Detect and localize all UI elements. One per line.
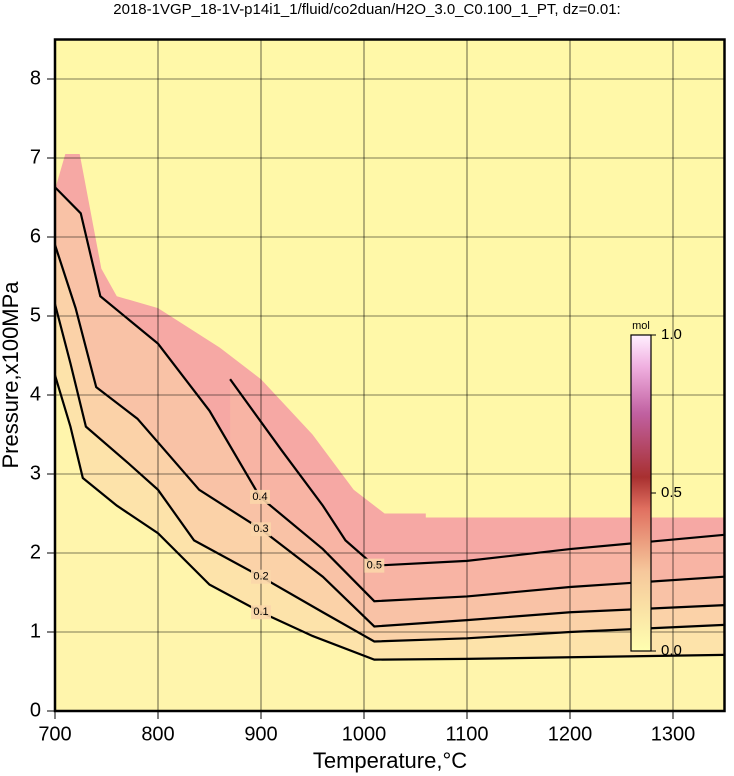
x-tick-label: 900 <box>244 723 277 745</box>
contour-band <box>55 375 725 711</box>
x-tick-label: 1000 <box>342 723 387 745</box>
contour-label-bg <box>251 522 271 537</box>
y-tick-label: 3 <box>30 462 41 484</box>
y-tick-label: 0 <box>30 699 41 721</box>
colorbar-label: mol <box>632 320 650 332</box>
contour-label-bg <box>364 558 385 573</box>
y-tick-label: 2 <box>30 541 41 563</box>
x-axis-label: Temperature,°C <box>313 748 467 773</box>
contour-label-bg <box>249 489 270 504</box>
y-tick-label: 4 <box>30 383 41 405</box>
colorbar <box>630 334 652 652</box>
chart-title: 2018-1VGP_18-1V-p14i1_1/fluid/co2duan/H2… <box>113 1 620 18</box>
contour-label: 0.5 <box>367 560 382 572</box>
contour-label-bg <box>251 569 271 584</box>
contour-line <box>55 303 725 643</box>
plot-frame <box>53 38 726 713</box>
x-tick-label: 1300 <box>651 723 696 745</box>
y-tick-label: 5 <box>30 304 41 326</box>
contour-label: 0.3 <box>253 523 268 535</box>
contour-line <box>55 374 725 661</box>
contour-line <box>229 378 725 567</box>
x-tick-label: 1200 <box>548 723 593 745</box>
contour-label: 0.2 <box>253 571 268 583</box>
y-axis-label: Pressure,x100MPa <box>0 281 23 469</box>
colorbar-tick-label: 0.0 <box>661 642 682 659</box>
x-tick-label: 700 <box>38 723 71 745</box>
y-tick-label: 8 <box>30 67 41 89</box>
colorbar-tick-label: 0.5 <box>661 484 682 501</box>
plot-area: 0.1 0.2 0.3 0.4 0.5 <box>55 39 725 711</box>
x-tick-label: 800 <box>141 723 174 745</box>
x-tick-label: 1100 <box>445 723 488 745</box>
y-tick-label: 1 <box>30 620 41 642</box>
contour-label: 0.4 <box>252 491 267 503</box>
contour-label: 0.1 <box>253 606 268 618</box>
colorbar-tick-label: 1.0 <box>661 326 682 343</box>
contour-label-bg <box>251 605 271 620</box>
y-tick-label: 7 <box>30 146 41 168</box>
y-tick-label: 6 <box>30 225 41 247</box>
